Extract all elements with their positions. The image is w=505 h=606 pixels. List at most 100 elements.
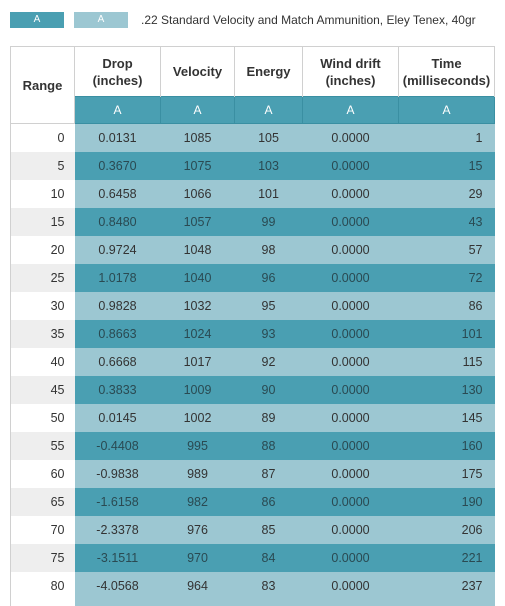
cell-drop: 1.0178: [74, 263, 161, 292]
cell-wind-drift: 0.0000: [302, 375, 399, 404]
cell-time: 43: [398, 207, 495, 236]
cell-velocity: 1009: [160, 375, 235, 404]
legend-swatch-dark: A: [10, 12, 64, 28]
cell-energy: 92: [234, 347, 303, 376]
cell-drop: -1.6158: [74, 487, 161, 516]
header-range: Range: [10, 46, 75, 124]
table-row: 15 0.8480 1057 99 0.0000 43: [10, 207, 495, 236]
cell-wind-drift: 0.0000: [302, 291, 399, 320]
sub-header-wind: A: [302, 96, 399, 124]
cell-wind-drift: 0.0000: [302, 151, 399, 180]
cell-drop: 0.8663: [74, 319, 161, 348]
header-drop-line1: Drop: [102, 55, 133, 71]
cell-wind-drift: 0.0000: [302, 487, 399, 516]
cell-range: 55: [10, 431, 75, 460]
table-title: .22 Standard Velocity and Match Ammuniti…: [141, 13, 476, 27]
table-row: 20 0.9724 1048 98 0.0000 57: [10, 235, 495, 264]
cell-range: 20: [10, 235, 75, 264]
header-time: Time (milliseconds): [398, 46, 495, 97]
table-row: 50 0.0145 1002 89 0.0000 145: [10, 403, 495, 432]
cell-velocity: 1032: [160, 291, 235, 320]
cell-velocity: 982: [160, 487, 235, 516]
cell-drop: 0.3833: [74, 375, 161, 404]
cell-time: 57: [398, 235, 495, 264]
cell-drop: -0.4408: [74, 431, 161, 460]
cell-drop: 0.9724: [74, 235, 161, 264]
header-energy: Energy: [234, 46, 303, 97]
cell-range: 80: [10, 571, 75, 600]
header-time-line1: Time: [431, 55, 462, 71]
cell-range: 35: [10, 319, 75, 348]
cell-time: 130: [398, 375, 495, 404]
cell-time: 160: [398, 431, 495, 460]
sub-header-time: A: [398, 96, 495, 124]
cell-drop: -0.9838: [74, 459, 161, 488]
sub-header-drop: A: [74, 96, 161, 124]
cell-time: 1: [398, 123, 495, 152]
cell-time: 101: [398, 319, 495, 348]
cell-drop: -3.1511: [74, 543, 161, 572]
cell-wind-drift: 0.0000: [302, 179, 399, 208]
cell-velocity: 1075: [160, 151, 235, 180]
header-drop-line2: (inches): [92, 72, 143, 88]
table-row: 60 -0.9838 989 87 0.0000 175: [10, 459, 495, 488]
cell-time: 175: [398, 459, 495, 488]
header-wind-line2: (inches): [325, 72, 376, 88]
cell-energy: 85: [234, 515, 303, 544]
cell-time: 145: [398, 403, 495, 432]
cell-energy: 105: [234, 123, 303, 152]
cell-wind-drift: 0.0000: [302, 431, 399, 460]
table-row: 10 0.6458 1066 101 0.0000 29: [10, 179, 495, 208]
cell-energy: 88: [234, 431, 303, 460]
cell-range: 5: [10, 151, 75, 180]
cell-velocity: 970: [160, 543, 235, 572]
cell-velocity: 964: [160, 571, 235, 600]
cell-drop: 0.9828: [74, 291, 161, 320]
cell-energy: 103: [234, 151, 303, 180]
cell-velocity: 976: [160, 515, 235, 544]
cell-velocity: 1040: [160, 263, 235, 292]
cell-time: 29: [398, 179, 495, 208]
cell-time: 15: [398, 151, 495, 180]
table-row: 80 -4.0568 964 83 0.0000 237: [10, 571, 495, 600]
cell-time: 72: [398, 263, 495, 292]
cell-range: 0: [10, 123, 75, 152]
table-row: 25 1.0178 1040 96 0.0000 72: [10, 263, 495, 292]
cell-time: 190: [398, 487, 495, 516]
header-time-line2: (milliseconds): [402, 72, 491, 88]
cell-velocity: 1002: [160, 403, 235, 432]
cell-range: 10: [10, 179, 75, 208]
cell-velocity: 995: [160, 431, 235, 460]
table-row: 40 0.6668 1017 92 0.0000 115: [10, 347, 495, 376]
header-wind-line1: Wind drift: [320, 55, 381, 71]
cell-wind-drift: 0.0000: [302, 571, 399, 600]
sub-header-velocity: A: [160, 96, 235, 124]
cell-range: 45: [10, 375, 75, 404]
table-body: 0 0.0131 1085 105 0.0000 1 5 0.3670 1075 103 0.000…: [10, 123, 495, 606]
cell-range: 40: [10, 347, 75, 376]
cell-velocity: 1057: [160, 207, 235, 236]
cell-wind-drift: 0.0000: [302, 235, 399, 264]
table-row: 0 0.0131 1085 105 0.0000 1: [10, 123, 495, 152]
legend: A A .22 Standard Velocity and Match Ammu…: [10, 11, 476, 29]
cell-velocity: 1024: [160, 319, 235, 348]
cell-drop: 0.0131: [74, 123, 161, 152]
cell-energy: 86: [234, 487, 303, 516]
cell-energy: 84: [234, 543, 303, 572]
cell-energy: 93: [234, 319, 303, 348]
table-row: 45 0.3833 1009 90 0.0000 130: [10, 375, 495, 404]
table-row: 55 -0.4408 995 88 0.0000 160: [10, 431, 495, 460]
cell-energy: 90: [234, 375, 303, 404]
cell-drop: -2.3378: [74, 515, 161, 544]
cell-velocity: 1017: [160, 347, 235, 376]
table-row: 65 -1.6158 982 86 0.0000 190: [10, 487, 495, 516]
header-velocity: Velocity: [160, 46, 235, 97]
cell-wind-drift: 0.0000: [302, 207, 399, 236]
cell-drop: 0.6668: [74, 347, 161, 376]
cell-energy: 83: [234, 571, 303, 600]
cell-wind-drift: 0.0000: [302, 543, 399, 572]
cell-range: 65: [10, 487, 75, 516]
ballistics-table: Range Drop (inches) Velocity Energy Wind…: [10, 46, 495, 606]
cell-wind-drift: 0.0000: [302, 403, 399, 432]
cell-energy: 95: [234, 291, 303, 320]
